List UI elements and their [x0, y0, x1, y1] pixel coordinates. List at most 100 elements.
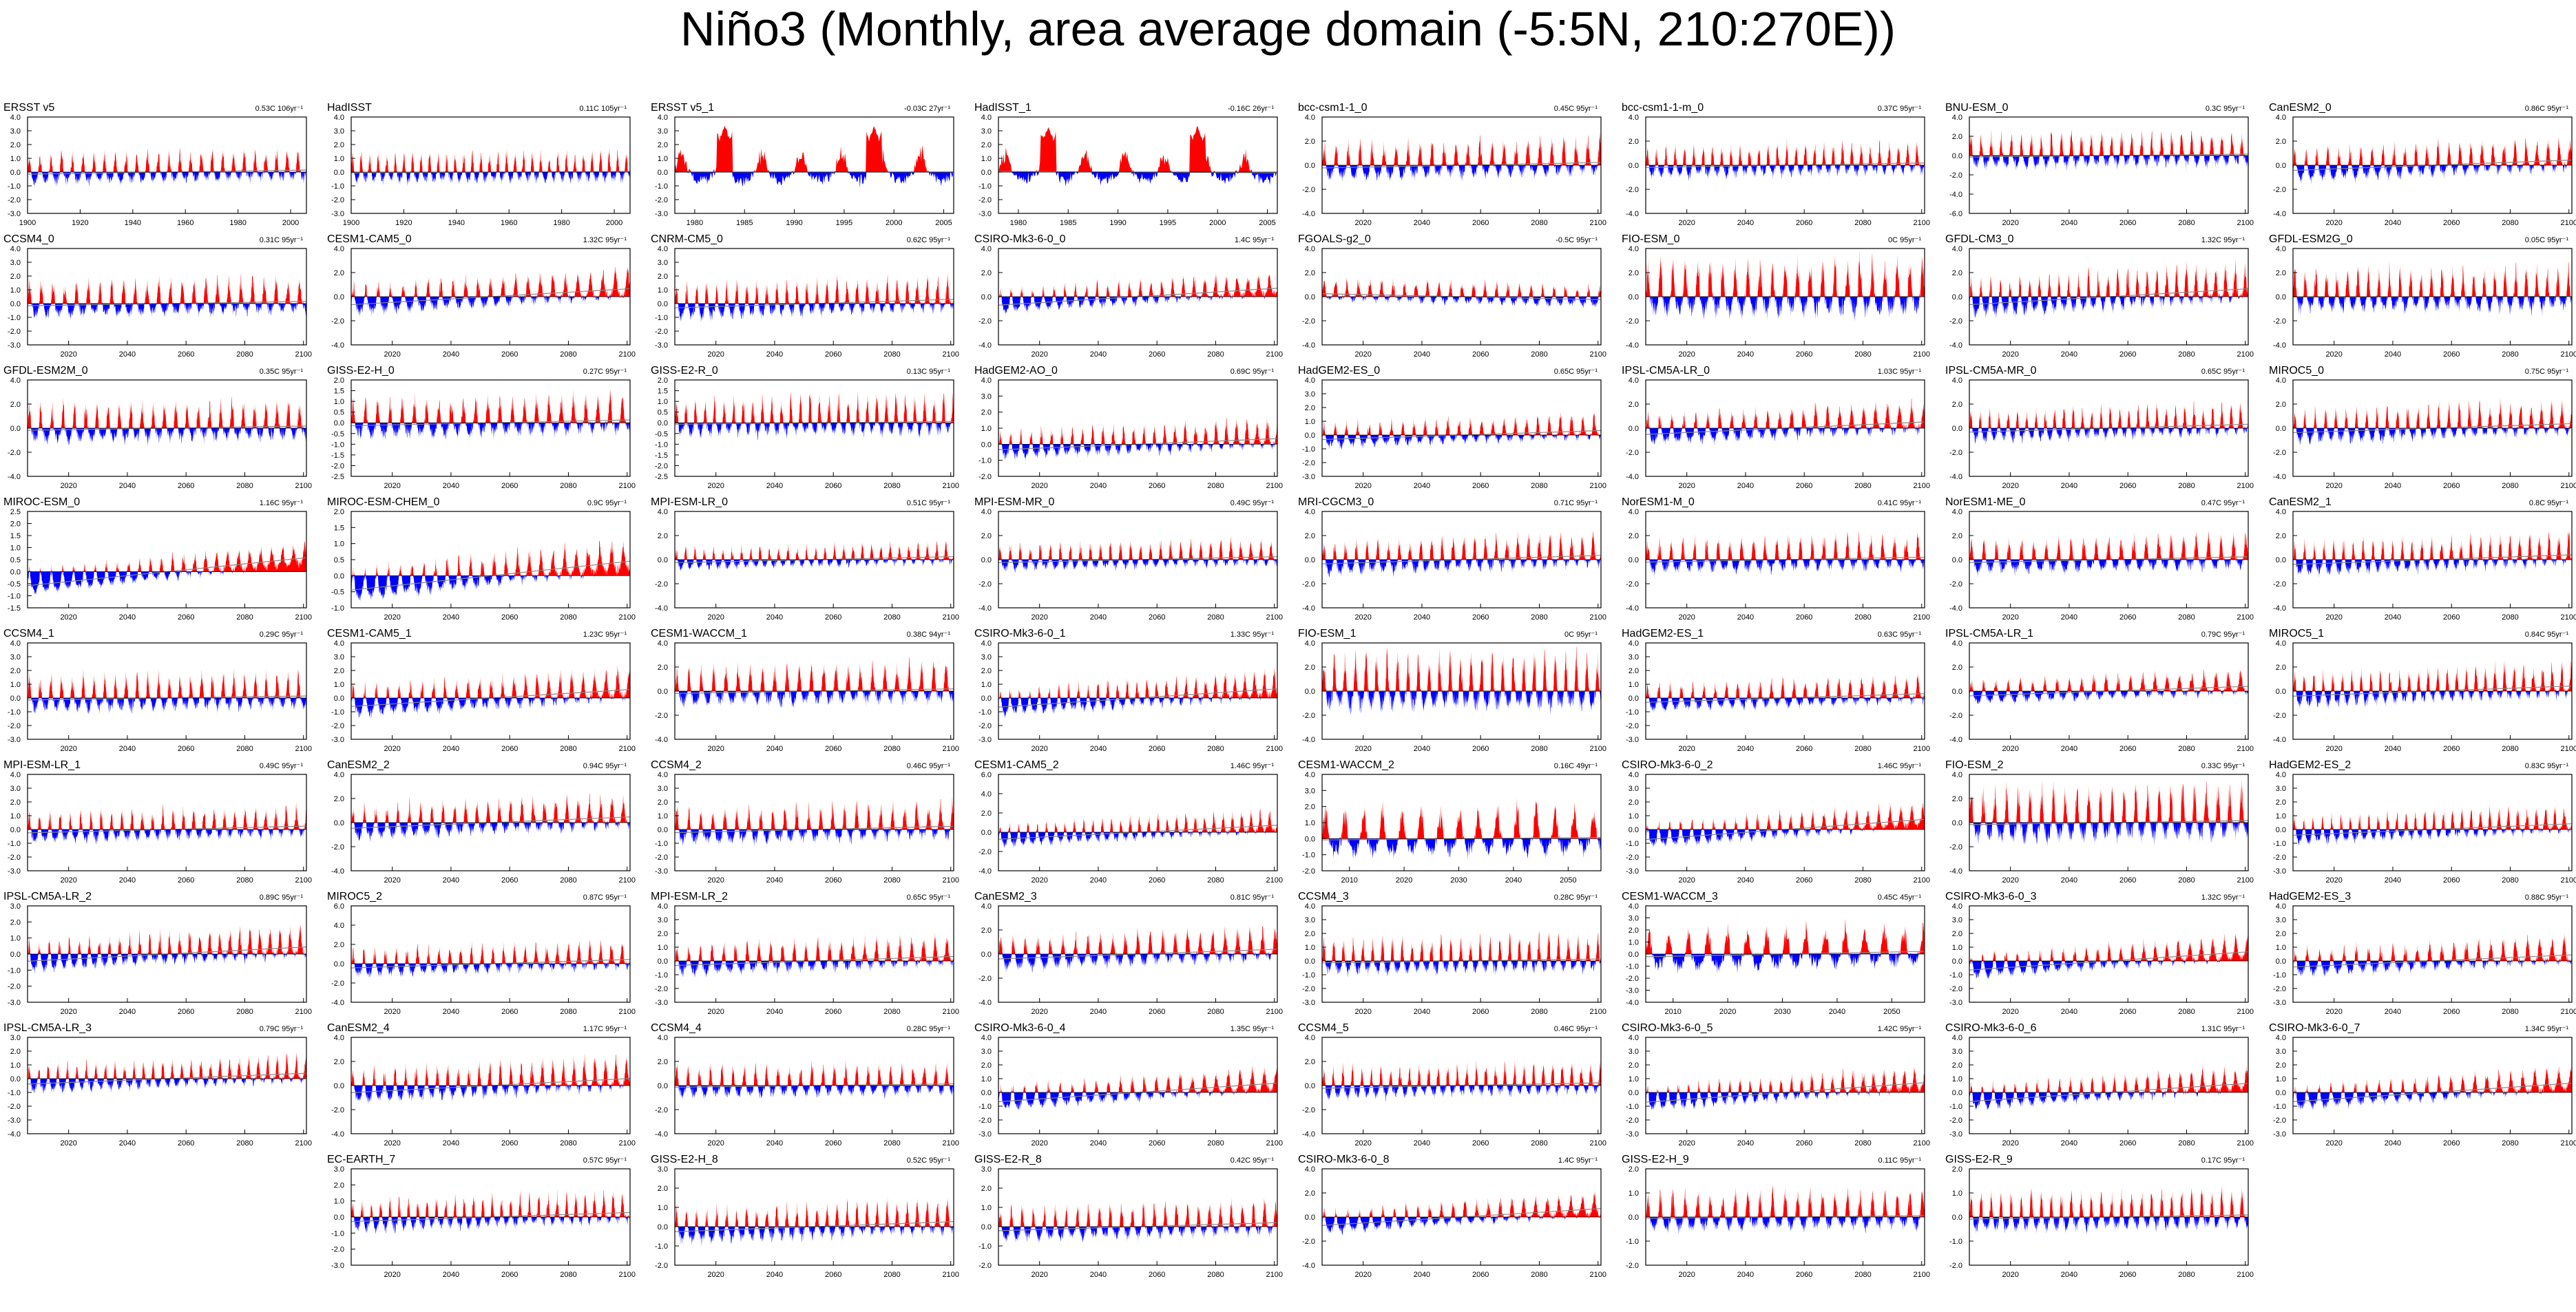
panel-title: GFDL-CM3_0 [1945, 233, 2014, 245]
x-tick-label: 2040 [2061, 876, 2077, 885]
x-tick-label: 2060 [2443, 482, 2460, 490]
y-tick-label: 0.0 [1305, 835, 1315, 843]
y-tick-label: -4.0 [978, 999, 992, 1007]
x-tick-label: 2020 [60, 350, 76, 359]
x-tick-label: 2100 [942, 1008, 959, 1016]
x-tick-label: 2020 [384, 350, 400, 359]
y-tick-label: -0.5 [655, 430, 668, 438]
y-tick-label: 0.0 [1952, 425, 1962, 433]
positive-anomaly-area [1646, 1066, 1925, 1092]
y-tick-label: 2.0 [10, 1048, 21, 1056]
chart-svg: 2020 2040 2060 2080 2100 -3.0 -2.0 -1.0 0.0 1.0 2.… [8, 639, 312, 753]
negative-anomaly-area [351, 1086, 630, 1105]
plot-frame [1321, 379, 1602, 477]
trend-label: 1.32C 95yr⁻¹ [583, 236, 627, 244]
y-tick-label: 3.0 [658, 785, 668, 793]
y-tick-label: 4.0 [658, 245, 668, 253]
x-tick-label: 2060 [1796, 745, 1812, 753]
chart-panel: CSIRO-Mk3-6-0_3 1.32C 95yr⁻¹ 2020 2040 2060 2… [1942, 887, 2254, 1024]
chart-svg: 2020 2040 2060 2080 2100 -4.0 -2.0 0.0 2.0 4.0 [1302, 1165, 1606, 1279]
x-tick-label: 2020 [2002, 1008, 2018, 1016]
y-tick-label: -1.0 [1626, 963, 1639, 971]
chart-svg: 2020 2040 2060 2080 2100 -3.0 -2.0 -1.0 0.0 1.0 2.… [8, 902, 312, 1016]
y-tick-label: 0.0 [1305, 162, 1315, 170]
positive-anomaly-area [1322, 930, 1601, 961]
x-tick-label: 2040 [1090, 1271, 1107, 1279]
x-tick-label: 2080 [883, 876, 900, 885]
y-tick-label: -3.0 [2273, 999, 2286, 1007]
y-tick-label: 0.0 [658, 556, 668, 564]
x-tick-label: 2000 [606, 219, 622, 227]
y-tick-label: 0.0 [981, 1223, 992, 1231]
chart-svg: 1900 1920 1940 1960 1980 2000 -3.0 -2.0 -1.0 0.0 1… [331, 114, 631, 227]
trend-label: 0.3C 95yr⁻¹ [2205, 105, 2245, 113]
y-tick-label: -4.0 [1302, 1262, 1315, 1270]
negative-anomaly-area [998, 444, 1277, 462]
y-tick-label: -4.0 [1949, 341, 1962, 350]
x-tick-label: 2080 [236, 482, 253, 490]
trend-label: 0.29C 95yr⁻¹ [259, 631, 303, 639]
negative-anomaly-area [998, 1092, 1277, 1110]
chart-panel: CCSM4_2 0.46C 95yr⁻¹ 2020 2040 2060 2080 2100 -… [647, 755, 959, 893]
plot-frame [27, 774, 307, 871]
trend-label: 1.42C 95yr⁻¹ [1877, 1025, 1921, 1033]
x-tick-label: 2020 [1031, 1139, 1047, 1147]
x-tick-label: 2100 [1266, 613, 1282, 622]
y-tick-label: 3.0 [981, 1165, 992, 1174]
y-tick-label: -2.0 [1949, 317, 1962, 326]
panel-title: CanESM2_1 [2269, 496, 2332, 508]
y-tick-label: 0.5 [334, 556, 344, 564]
y-tick-label: -3.0 [978, 210, 992, 218]
y-tick-label: 0.0 [1305, 688, 1315, 696]
plot-frame [350, 642, 631, 740]
trend-label: 0C 95yr⁻¹ [1888, 236, 1921, 244]
y-tick-label: -3.0 [978, 1130, 992, 1139]
panel-title: CSIRO-Mk3-6-0_6 [1945, 1022, 2037, 1034]
x-tick-label: 2100 [1266, 482, 1282, 490]
chart-svg: 2020 2040 2060 2080 2100 -4.0 -2.0 0.0 2.0 4.0 [655, 1034, 959, 1147]
y-tick-label: -2.0 [331, 722, 344, 730]
chart-panel: ERSST v5 0.53C 106yr⁻¹ 1900 1920 1940 1960 198… [0, 98, 308, 235]
negative-anomaly-area [1322, 961, 1601, 978]
y-tick-label: -1.0 [2273, 840, 2286, 848]
trend-label: 0.9C 95yr⁻¹ [587, 499, 627, 507]
trend-label: 0.31C 95yr⁻¹ [259, 236, 303, 244]
y-tick-label: 0.0 [658, 688, 668, 696]
x-tick-label: 2020 [384, 482, 400, 490]
positive-anomaly-area [1969, 530, 2248, 560]
panel-title: CanESM2_2 [327, 759, 390, 771]
y-tick-label: -4.0 [1302, 210, 1315, 218]
y-tick-label: -1.0 [1626, 708, 1639, 717]
positive-anomaly-area [1322, 277, 1601, 297]
y-tick-label: -3.0 [331, 210, 344, 218]
x-tick-label: 2060 [1796, 1139, 1812, 1147]
x-tick-label: 2060 [1796, 613, 1812, 622]
positive-anomaly-area [998, 272, 1277, 297]
y-tick-label: -4.0 [978, 867, 992, 876]
y-tick-label: 1.0 [334, 540, 344, 549]
negative-anomaly-area [1969, 428, 2248, 446]
y-tick-label: 1.0 [981, 681, 992, 689]
y-tick-label: 2.0 [1629, 927, 1639, 935]
x-tick-label: 2060 [2443, 219, 2460, 227]
positive-anomaly-area [1322, 646, 1601, 691]
x-tick-label: 2040 [443, 876, 459, 885]
chart-svg: 2020 2040 2060 2080 2100 -4.0 -2.0 0.0 2.0 4.0 [978, 508, 1283, 622]
x-tick-label: 2080 [2502, 1139, 2518, 1147]
y-tick-label: -2.0 [1626, 449, 1639, 457]
y-tick-label: 0.0 [334, 1082, 344, 1090]
y-tick-label: -4.0 [655, 1130, 668, 1139]
x-tick-label: 2060 [825, 1008, 841, 1016]
x-tick-label: 1995 [836, 219, 852, 227]
chart-panel: GFDL-ESM2M_0 0.35C 95yr⁻¹ 2020 2040 2060 2080… [0, 361, 312, 498]
x-tick-label: 2100 [1589, 482, 1606, 490]
x-tick-label: 2080 [560, 745, 576, 753]
y-tick-label: 2.0 [10, 520, 21, 529]
panel-title: IPSL-CM5A-LR_1 [1945, 628, 2034, 639]
chart-panel: MRI-CGCM3_0 0.71C 95yr⁻¹ 2020 2040 2060 2080 2… [1295, 492, 1606, 630]
y-tick-label: 2.0 [1952, 664, 1962, 672]
positive-anomaly-area [1969, 1065, 2248, 1092]
panel-title: MPI-ESM-LR_0 [651, 496, 729, 508]
chart-svg: 2020 2040 2060 2080 2100 -1.5 -1.0 -0.5 0.0 0.5 1.… [8, 508, 312, 622]
positive-anomaly-area [1322, 412, 1601, 435]
